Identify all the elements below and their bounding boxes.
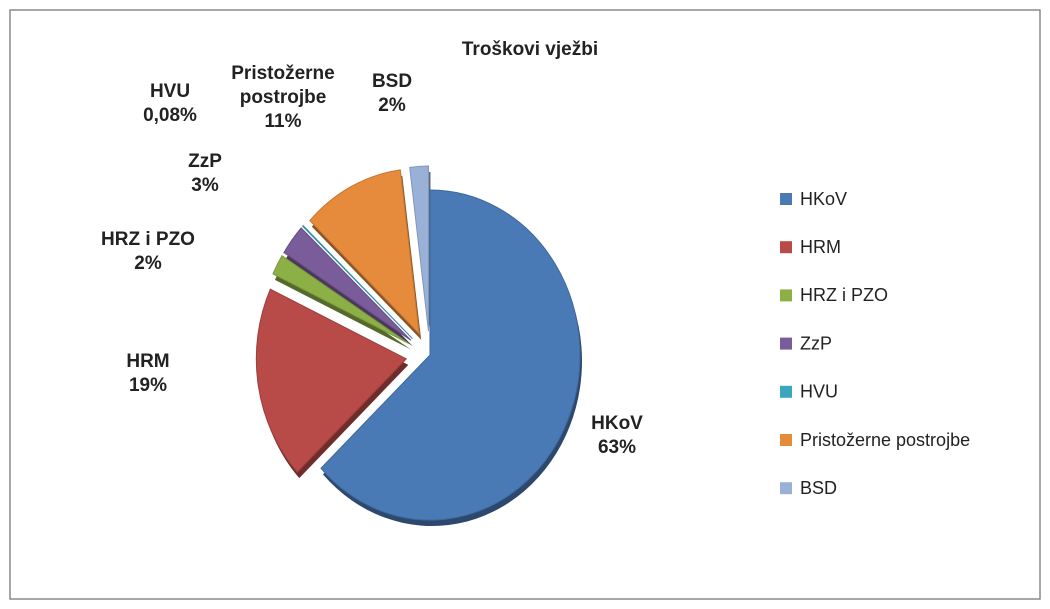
legend-swatch <box>780 241 792 254</box>
slice <box>302 224 413 339</box>
legend-label: BSD <box>800 478 837 498</box>
data-label-name: ZzP <box>188 151 222 172</box>
slice <box>320 189 581 521</box>
data-label-value: 11% <box>264 111 302 132</box>
legend-swatch <box>780 482 792 495</box>
data-label: HRZ i PZO 2% <box>88 228 208 276</box>
legend-swatch <box>780 289 792 302</box>
data-label: HRM 19% <box>88 350 208 398</box>
legend-label: HRM <box>800 237 841 257</box>
data-label: BSD 2% <box>332 70 452 118</box>
data-label: HKoV 63% <box>557 412 677 460</box>
data-label-value: 0,08% <box>143 105 197 126</box>
data-label-name: HRM <box>126 351 170 372</box>
data-label-value: 3% <box>191 175 219 196</box>
data-label-value: 19% <box>128 375 168 396</box>
data-label: ZzP 3% <box>145 150 265 198</box>
legend-label: ZzP <box>800 333 832 353</box>
legend-swatch <box>780 385 792 398</box>
data-label-value: 2% <box>134 253 162 274</box>
data-label-value: 2% <box>378 95 406 116</box>
data-label-name: HKoV <box>591 413 643 434</box>
chart-title: Troškovi vježbi <box>462 39 598 60</box>
slice <box>255 288 408 473</box>
data-label-name: HVU <box>149 81 191 102</box>
legend-swatch <box>780 434 792 446</box>
data-label: Pristožerne postrojbe 11% <box>218 62 348 134</box>
data-label-name: BSD <box>371 71 413 92</box>
data-label-name: HRZ i PZO <box>101 229 195 250</box>
slice <box>272 254 410 344</box>
legend-label: Pristožerne postrojbe <box>800 430 970 450</box>
data-label-value: 63% <box>597 437 637 458</box>
data-label-name: Pristožerne postrojbe <box>231 63 335 108</box>
slice <box>283 227 412 341</box>
legend-label: HVU <box>800 382 838 402</box>
legend-label: HKoV <box>800 189 847 209</box>
slice <box>409 165 429 332</box>
legend-swatch <box>780 337 792 350</box>
legend-label: HRZ i PZO <box>800 285 888 305</box>
slices <box>255 165 581 521</box>
slice <box>309 169 420 336</box>
legend-swatch <box>780 193 792 205</box>
data-label: HVU 0,08% <box>110 80 230 128</box>
